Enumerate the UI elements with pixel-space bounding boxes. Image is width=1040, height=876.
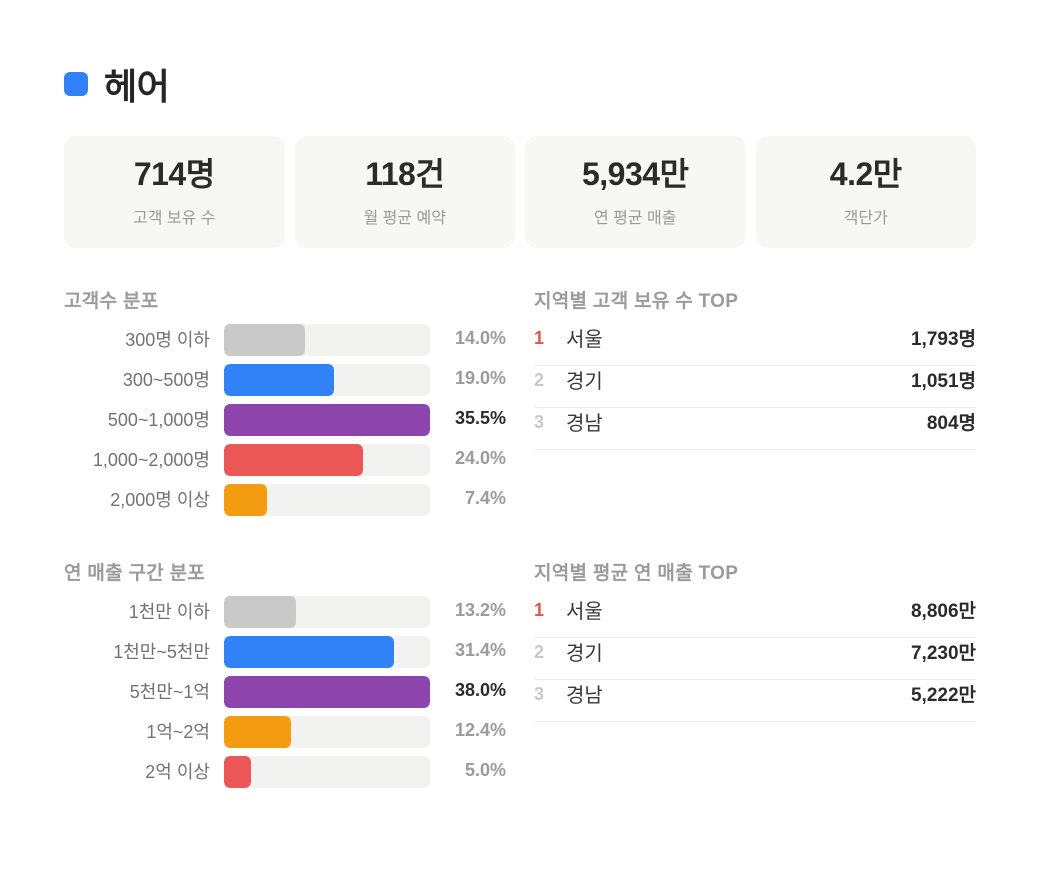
region-customers-title: 지역별 고객 보유 수 TOP (534, 291, 739, 312)
bar-track (224, 596, 430, 628)
bar-category-label: 1천만 이하 (128, 602, 210, 622)
region-revenue-list: 1 서울 8,806만 2 경기 7,230만 3 경남 5,222만 (534, 596, 976, 722)
region-name: 경기 (566, 643, 603, 665)
rank-number: 3 (534, 684, 545, 704)
page-header: 헤어 (64, 58, 170, 110)
rank-number: 2 (534, 370, 545, 390)
summary-stats: 714명 고객 보유 수 118건 월 평균 예약 5,934만 연 평균 매출… (64, 136, 976, 248)
bar-category-label: 500~1,000명 (107, 410, 210, 430)
region-value: 7,230만 (910, 643, 976, 664)
category-color-swatch (64, 72, 88, 96)
bar (224, 716, 292, 748)
bar-category-label: 1억~2억 (146, 722, 210, 742)
stat-value: 714명 (133, 156, 215, 192)
stat-card-customers: 714명 고객 보유 수 (64, 136, 285, 248)
bar-category-label: 1천만~5천만 (113, 642, 210, 662)
bar-value-label: 31.4% (454, 640, 506, 660)
region-customers-list: 1 서울 1,793명 2 경기 1,051명 3 경남 804명 (534, 324, 976, 450)
bar-value-label: 14.0% (454, 328, 506, 348)
rank-number: 2 (534, 642, 545, 662)
stat-value: 118건 (365, 156, 445, 192)
region-name: 경남 (566, 685, 603, 707)
bar-value-label: 35.5% (454, 408, 506, 428)
bar-category-label: 300명 이하 (125, 330, 210, 350)
bar-row: 5천만~1억 38.0% (64, 676, 510, 708)
ranking-row: 1 서울 1,793명 (534, 324, 976, 366)
region-value: 1,793명 (910, 329, 976, 350)
bar-category-label: 300~500명 (122, 370, 210, 390)
bar-track (224, 636, 430, 668)
bar (224, 756, 252, 788)
stat-label: 월 평균 예약 (363, 210, 447, 227)
bar (224, 596, 296, 628)
stat-card-avg-spend: 4.2만 객단가 (755, 136, 976, 248)
bar-row: 1억~2억 12.4% (64, 716, 510, 748)
bar-track (224, 324, 430, 356)
stat-label: 연 평균 매출 (594, 210, 677, 227)
bar-track (224, 756, 430, 788)
region-value: 5,222만 (910, 685, 976, 706)
region-value: 8,806만 (910, 601, 976, 622)
rank-number: 1 (534, 600, 545, 620)
stat-value: 5,934만 (581, 156, 689, 192)
stat-card-revenue: 5,934만 연 평균 매출 (525, 136, 746, 248)
bar-track (224, 716, 430, 748)
bar-track (224, 404, 430, 436)
page-title: 헤어 (104, 66, 170, 107)
region-name: 서울 (566, 601, 603, 623)
bar-track (224, 364, 430, 396)
bar-row: 1천만~5천만 31.4% (64, 636, 510, 668)
bar-row: 300명 이하 14.0% (64, 324, 510, 356)
bar-category-label: 2,000명 이상 (110, 490, 210, 510)
bar (224, 676, 430, 708)
ranking-row: 2 경기 7,230만 (534, 638, 976, 680)
bar-value-label: 19.0% (454, 368, 506, 388)
bar (224, 404, 430, 436)
bar-row: 1천만 이하 13.2% (64, 596, 510, 628)
bar-category-label: 5천만~1억 (129, 682, 210, 702)
region-name: 서울 (566, 329, 603, 351)
bar-row: 300~500명 19.0% (64, 364, 510, 396)
bar-value-label: 12.4% (454, 720, 506, 740)
bar (224, 444, 364, 476)
bar-row: 500~1,000명 35.5% (64, 404, 510, 436)
bar (224, 364, 335, 396)
customer-distribution-title: 고객수 분포 (64, 291, 159, 312)
bar (224, 324, 306, 356)
rank-number: 1 (534, 328, 545, 348)
ranking-row: 3 경남 5,222만 (534, 680, 976, 722)
ranking-row: 2 경기 1,051명 (534, 366, 976, 408)
bar-row: 2억 이상 5.0% (64, 756, 510, 788)
bar-category-label: 2억 이상 (145, 762, 210, 782)
region-revenue-title: 지역별 평균 연 매출 TOP (534, 563, 739, 584)
stat-label: 객단가 (843, 210, 888, 227)
bar-track (224, 444, 430, 476)
customer-distribution-chart: 300명 이하 14.0% 300~500명 19.0% 500~1,000명 35.5%… (64, 324, 510, 524)
ranking-row: 3 경남 804명 (534, 408, 976, 450)
region-name: 경기 (566, 371, 603, 393)
bar-value-label: 7.4% (464, 488, 506, 508)
region-name: 경남 (566, 413, 603, 435)
bar-track (224, 484, 430, 516)
region-value: 1,051명 (910, 371, 976, 392)
revenue-distribution-chart: 1천만 이하 13.2% 1천만~5천만 31.4% 5천만~1억 38.0% 1억~2억 1… (64, 596, 510, 796)
stat-card-bookings: 118건 월 평균 예약 (294, 136, 515, 248)
bar (224, 636, 395, 668)
stat-value: 4.2만 (829, 156, 902, 192)
bar-value-label: 38.0% (454, 680, 506, 700)
bar-category-label: 1,000~2,000명 (92, 450, 210, 470)
bar-row: 1,000~2,000명 24.0% (64, 444, 510, 476)
bar-value-label: 24.0% (454, 448, 506, 468)
ranking-row: 1 서울 8,806만 (534, 596, 976, 638)
bar-value-label: 13.2% (454, 600, 506, 620)
region-value: 804명 (926, 413, 976, 434)
bar (224, 484, 267, 516)
stat-label: 고객 보유 수 (133, 210, 216, 227)
rank-number: 3 (534, 412, 545, 432)
bar-value-label: 5.0% (464, 760, 506, 780)
bar-track (224, 676, 430, 708)
revenue-distribution-title: 연 매출 구간 분포 (64, 563, 206, 584)
bar-row: 2,000명 이상 7.4% (64, 484, 510, 516)
